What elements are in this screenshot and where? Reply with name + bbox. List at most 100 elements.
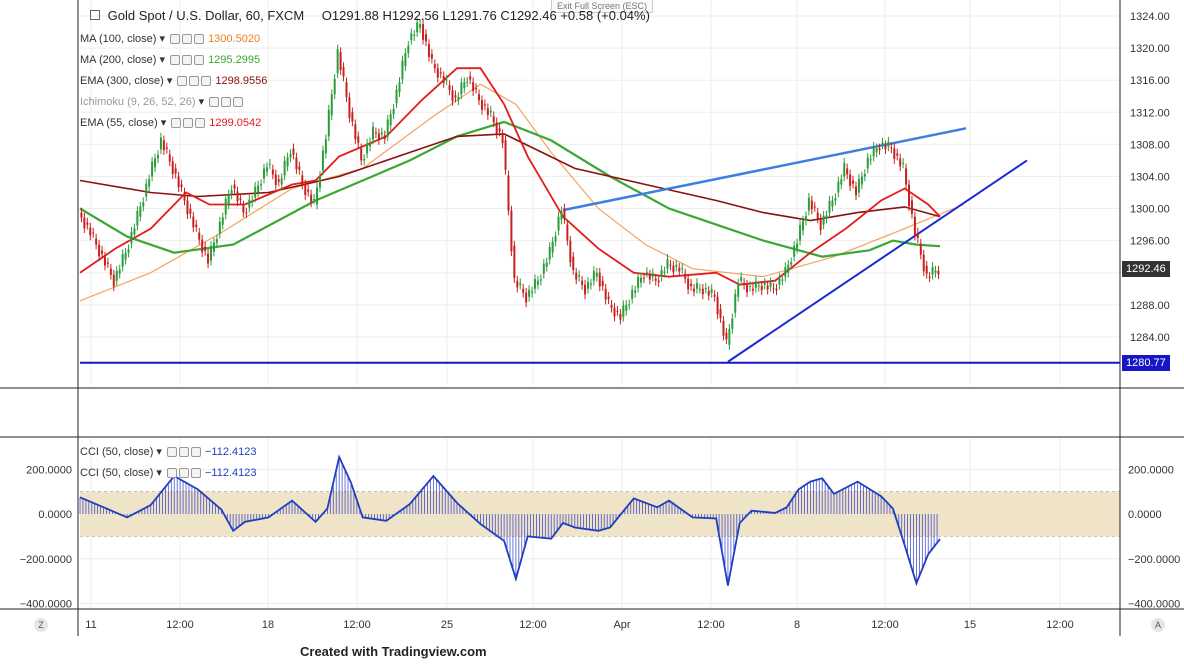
cci-tick-label-left: −200.0000 xyxy=(20,554,72,566)
candle-body xyxy=(601,280,604,286)
chevron-down-icon[interactable]: ▾ xyxy=(163,75,176,87)
candle-body xyxy=(271,169,274,175)
candle-body xyxy=(875,148,878,153)
close-icon[interactable] xyxy=(191,468,201,479)
candle-body xyxy=(121,254,124,267)
legend-value: 1299.0542 xyxy=(209,117,262,129)
gear-icon[interactable] xyxy=(179,447,189,458)
gear-icon[interactable] xyxy=(179,468,189,479)
candle-body xyxy=(857,178,860,193)
eye-icon[interactable] xyxy=(170,55,181,66)
eye-icon[interactable] xyxy=(167,468,177,479)
candle-body xyxy=(451,90,454,101)
candle-body xyxy=(124,252,127,260)
candle-body xyxy=(83,217,86,229)
candle-body xyxy=(218,221,221,234)
candle-body xyxy=(563,208,566,219)
price-tick-label: 1320.00 xyxy=(1130,43,1170,55)
candle-body xyxy=(207,253,210,264)
candle-body xyxy=(439,72,442,74)
candle-body xyxy=(336,49,339,74)
legend-row[interactable]: EMA (300, close) ▾ 1298.9556 xyxy=(80,74,267,87)
candle-body xyxy=(701,288,704,295)
candle-body xyxy=(722,320,725,336)
candle-body xyxy=(707,290,710,296)
candle-body xyxy=(330,94,333,116)
candle-body xyxy=(713,294,716,297)
cci-line xyxy=(79,454,941,587)
chevron-down-icon[interactable]: ▾ xyxy=(153,467,165,479)
collapse-icon[interactable] xyxy=(90,10,100,20)
gear-icon[interactable] xyxy=(183,118,194,129)
candle-body xyxy=(101,250,104,254)
close-icon[interactable] xyxy=(201,76,212,87)
legend-row[interactable]: EMA (55, close) ▾ 1299.0542 xyxy=(80,116,261,129)
candle-body xyxy=(215,239,218,243)
candle-body xyxy=(492,116,495,123)
chevron-down-icon[interactable]: ▾ xyxy=(153,446,165,458)
eye-icon[interactable] xyxy=(171,118,182,129)
legend-row[interactable]: CCI (50, close) ▾ −112.4123 xyxy=(80,445,257,458)
price-series xyxy=(80,17,940,350)
candle-body xyxy=(687,278,690,290)
close-icon[interactable] xyxy=(194,55,205,66)
time-tick-label: 12:00 xyxy=(343,619,371,631)
candle-body xyxy=(463,82,466,89)
candle-body xyxy=(489,110,492,113)
auto-scale-button[interactable]: A xyxy=(1151,618,1165,632)
candle-body xyxy=(198,232,201,240)
close-icon[interactable] xyxy=(191,447,201,458)
close-icon[interactable] xyxy=(194,34,205,45)
candle-body xyxy=(233,184,236,189)
candle-body xyxy=(486,108,489,116)
legend-row[interactable]: MA (100, close) ▾ 1300.5020 xyxy=(80,32,260,45)
eye-icon[interactable] xyxy=(167,447,177,458)
candle-body xyxy=(634,290,637,293)
time-tick-label: 25 xyxy=(441,619,453,631)
legend-row[interactable]: Ichimoku (9, 26, 52, 26) ▾ xyxy=(80,95,247,108)
candle-body xyxy=(442,76,445,84)
zoom-button[interactable]: Z xyxy=(34,618,48,632)
close-icon[interactable] xyxy=(233,97,244,108)
time-tick-label: 12:00 xyxy=(166,619,194,631)
exit-fullscreen-button[interactable]: Exit Full Screen (ESC) xyxy=(551,0,654,13)
candle-body xyxy=(280,178,283,185)
candle-body xyxy=(369,142,372,147)
candle-body xyxy=(374,132,377,134)
eye-icon[interactable] xyxy=(170,34,181,45)
eye-icon[interactable] xyxy=(209,97,220,108)
legend-row[interactable]: CCI (50, close) ▾ −112.4123 xyxy=(80,466,257,479)
candle-body xyxy=(843,162,846,177)
candle-body xyxy=(445,79,448,81)
candle-body xyxy=(648,274,651,280)
candle-body xyxy=(472,82,475,92)
candle-body xyxy=(106,262,109,264)
candle-body xyxy=(575,272,578,280)
candle-body xyxy=(171,161,174,175)
gear-icon[interactable] xyxy=(221,97,232,108)
chevron-down-icon[interactable]: ▾ xyxy=(195,96,208,108)
candle-body xyxy=(154,158,157,168)
gear-icon[interactable] xyxy=(182,34,193,45)
candle-body xyxy=(98,244,101,257)
cci-overbought-oversold-band xyxy=(80,491,1120,537)
candle-body xyxy=(734,293,737,313)
candle-body xyxy=(103,256,106,266)
candle-body xyxy=(510,210,513,252)
legend-row[interactable]: MA (200, close) ▾ 1295.2995 xyxy=(80,53,260,66)
chevron-down-icon[interactable]: ▾ xyxy=(156,33,169,45)
gear-icon[interactable] xyxy=(182,55,193,66)
candle-body xyxy=(928,276,931,278)
chevron-down-icon[interactable]: ▾ xyxy=(156,54,169,66)
candle-body xyxy=(816,212,819,219)
time-tick-label: 12:00 xyxy=(697,619,725,631)
close-icon[interactable] xyxy=(195,118,206,129)
chevron-down-icon[interactable]: ▾ xyxy=(157,117,170,129)
eye-icon[interactable] xyxy=(177,76,188,87)
gear-icon[interactable] xyxy=(189,76,200,87)
candle-body xyxy=(212,242,215,252)
candle-body xyxy=(360,148,363,161)
candle-body xyxy=(607,296,610,300)
ma-line-0 xyxy=(79,83,964,302)
